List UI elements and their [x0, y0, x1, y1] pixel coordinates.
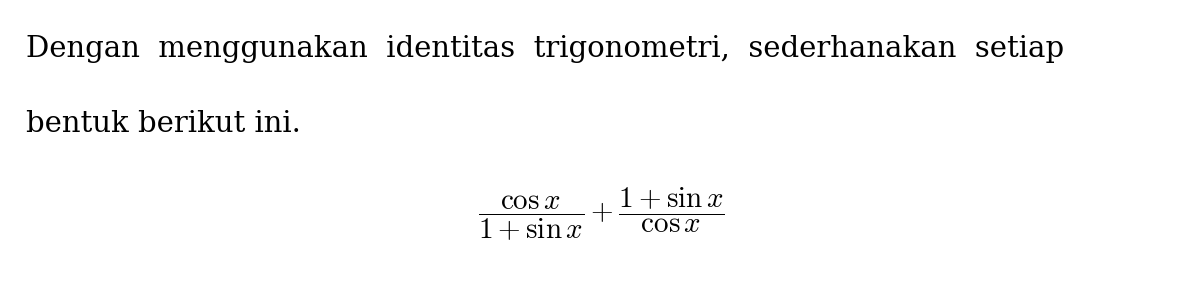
Text: $\dfrac{\cos x}{1+\sin x}+\dfrac{1+\sin x}{\cos x}$: $\dfrac{\cos x}{1+\sin x}+\dfrac{1+\sin … — [477, 186, 725, 242]
Text: Dengan  menggunakan  identitas  trigonometri,  sederhanakan  setiap: Dengan menggunakan identitas trigonometr… — [26, 35, 1065, 63]
Text: bentuk berikut ini.: bentuk berikut ini. — [26, 110, 302, 138]
